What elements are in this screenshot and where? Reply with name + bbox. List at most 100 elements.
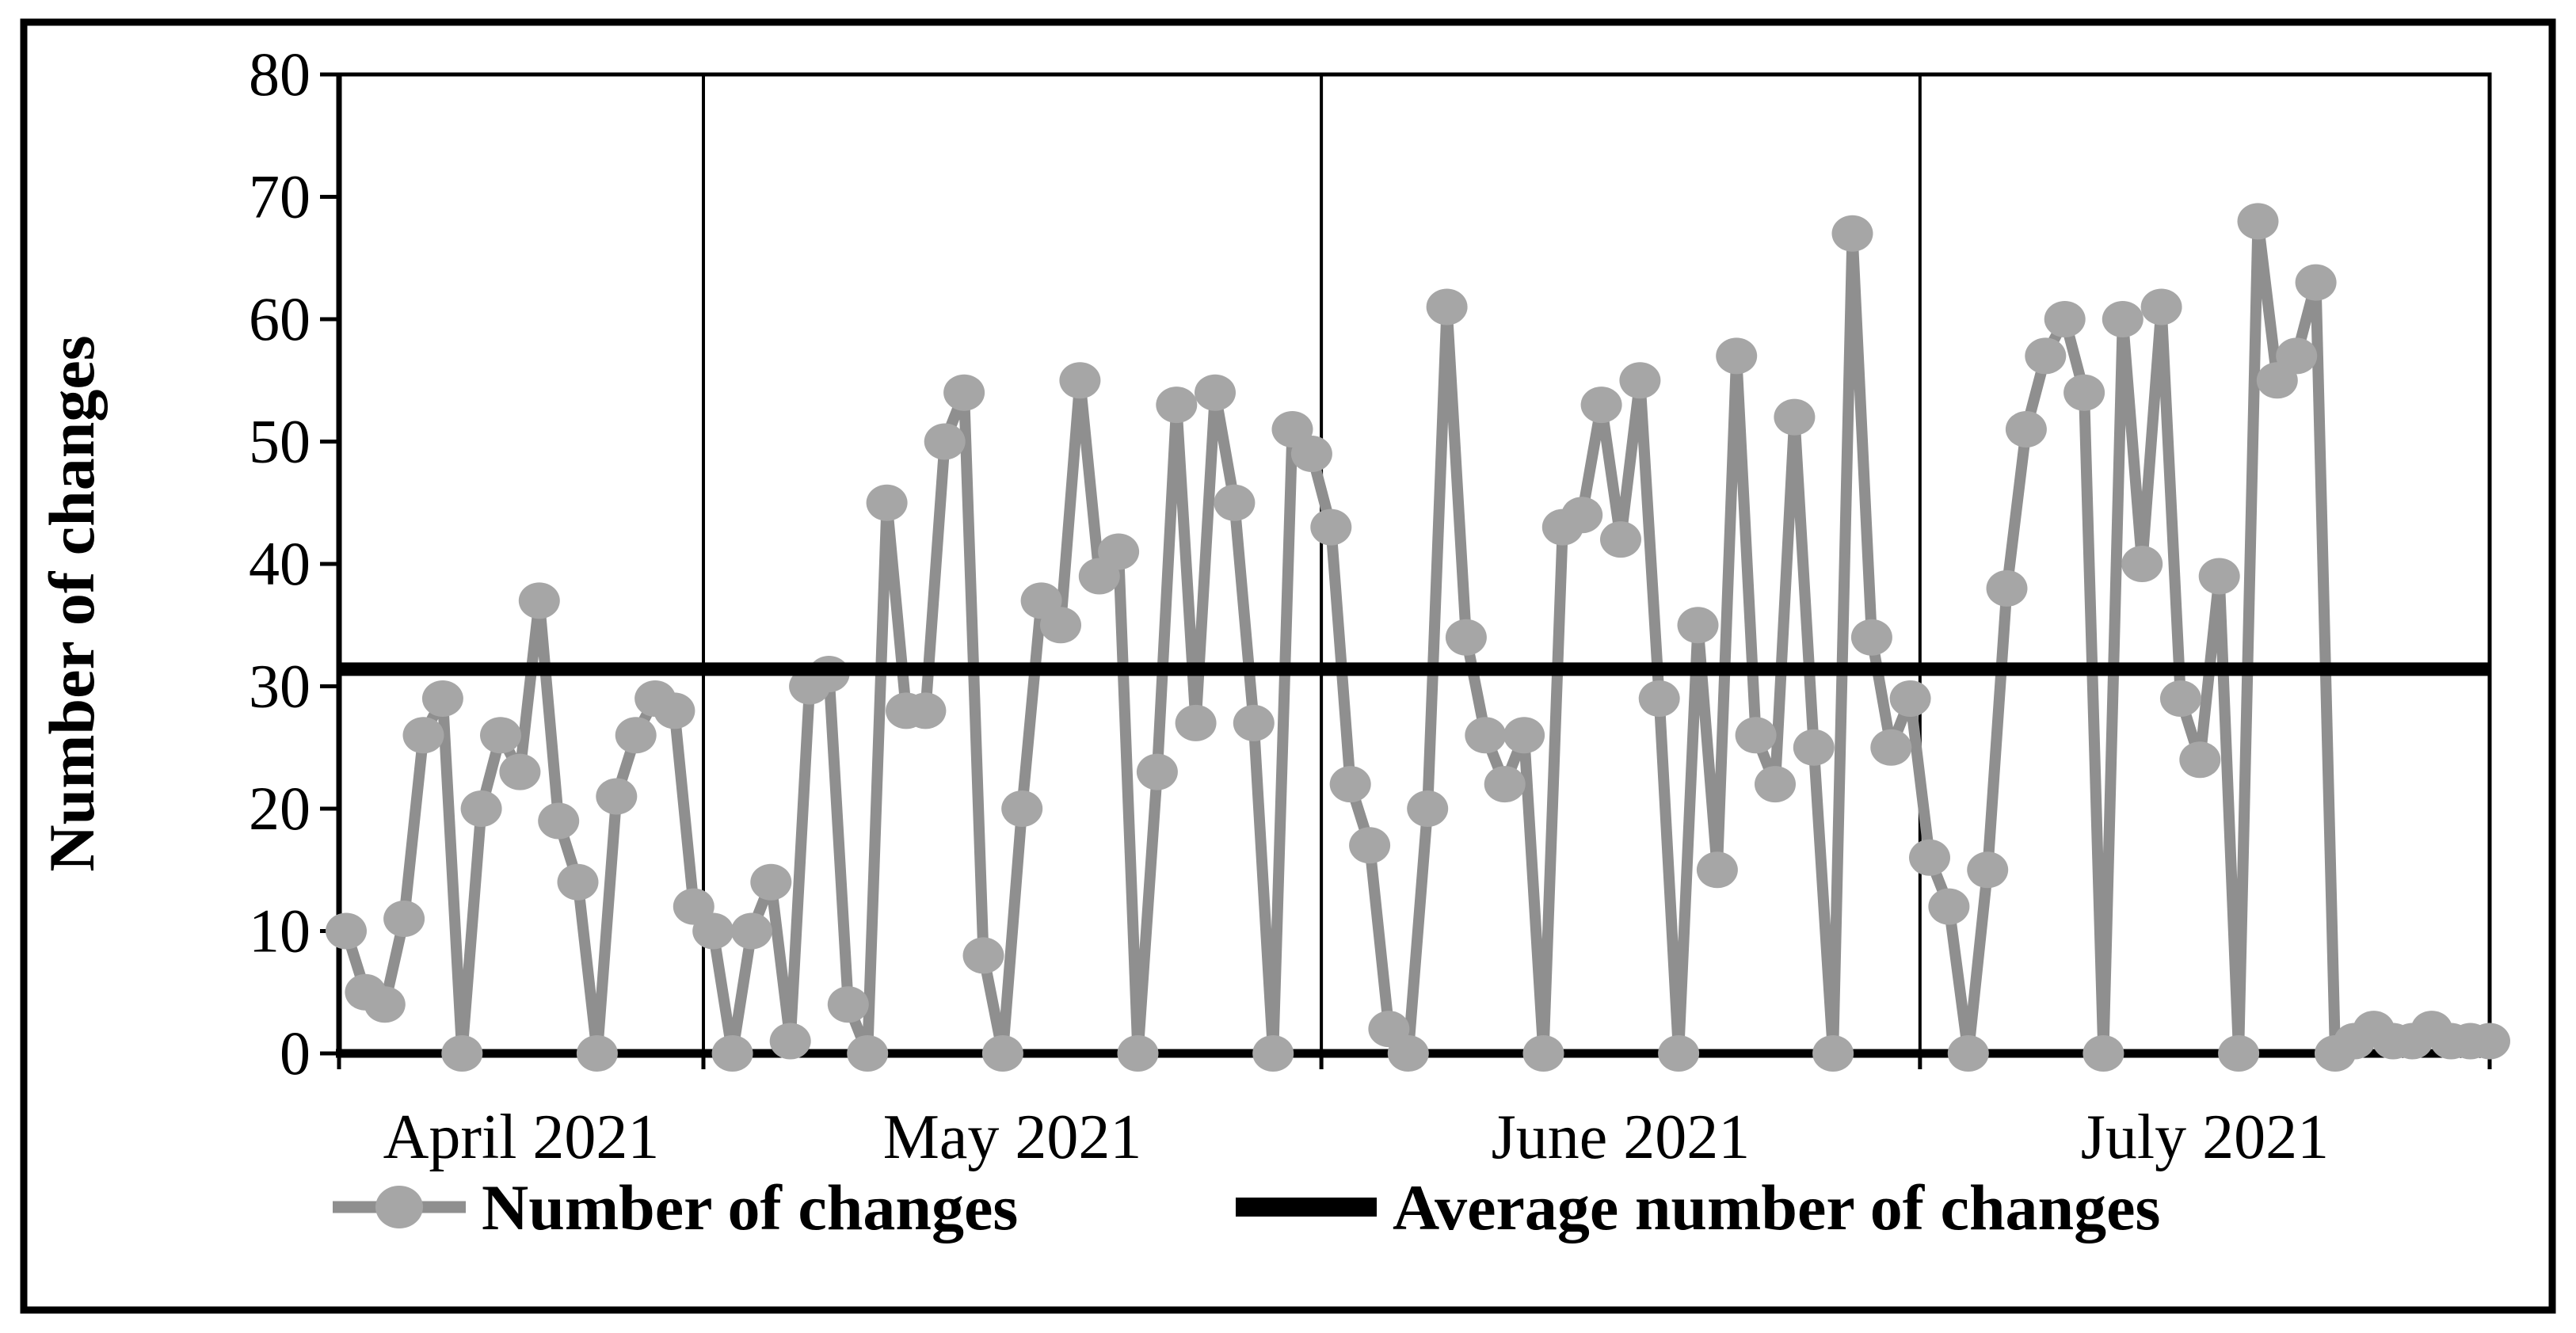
data-point-marker <box>1889 680 1931 717</box>
data-point-marker <box>1484 766 1526 803</box>
data-point-marker <box>615 717 657 754</box>
y-axis: 0 10 20 30 40 50 60 70 80 <box>249 40 339 1087</box>
data-point-marker <box>2025 337 2067 375</box>
y-tick-label: 40 <box>249 529 311 598</box>
data-point-marker <box>364 986 406 1023</box>
data-point-marker <box>1195 374 1236 411</box>
data-point-marker <box>1387 1035 1429 1072</box>
data-point-marker <box>2469 1023 2510 1060</box>
data-point-marker <box>1716 337 1758 375</box>
data-point-marker <box>2159 680 2201 717</box>
data-point-marker <box>981 1035 1023 1072</box>
data-point-marker <box>1098 533 1140 570</box>
data-point-marker <box>480 717 521 754</box>
y-tick-label: 80 <box>249 40 311 109</box>
data-point-marker <box>1677 607 1719 644</box>
data-point-marker <box>769 1023 811 1060</box>
data-point-marker <box>460 790 502 827</box>
data-point-marker <box>402 717 444 754</box>
data-point-marker <box>1175 704 1217 741</box>
data-point-marker <box>2102 301 2143 337</box>
data-point-marker <box>1967 851 2009 889</box>
data-point-marker <box>1310 508 1352 546</box>
data-point-marker <box>557 863 599 901</box>
data-point-marker <box>441 1035 483 1072</box>
data-point-marker <box>654 692 695 729</box>
data-point-marker <box>421 680 463 717</box>
data-point-marker <box>1117 1035 1159 1072</box>
x-month-label: June 2021 <box>1492 1103 1751 1172</box>
data-point-marker <box>1658 1035 1700 1072</box>
data-point-marker <box>1850 619 1892 656</box>
series-number-of-changes <box>326 203 2510 1072</box>
data-point-marker <box>1156 387 1198 424</box>
data-point-marker <box>2276 337 2318 375</box>
data-point-marker <box>2237 203 2279 240</box>
data-point-marker <box>1755 766 1796 803</box>
data-point-marker <box>1735 717 1777 754</box>
data-point-marker <box>1465 717 1507 754</box>
legend-label-average-number-of-changes: Average number of changes <box>1393 1171 2160 1243</box>
data-point-marker <box>1233 704 1275 741</box>
data-point-marker <box>2295 264 2337 301</box>
data-point-marker <box>2083 1035 2124 1072</box>
data-point-marker <box>711 1035 753 1072</box>
data-point-marker <box>1580 387 1622 424</box>
y-tick-label: 0 <box>280 1019 311 1087</box>
y-tick-label: 60 <box>249 284 311 353</box>
data-point-marker <box>1619 362 1661 399</box>
y-tick-label: 50 <box>249 407 311 476</box>
data-point-marker <box>576 1035 618 1072</box>
data-point-marker <box>518 582 560 619</box>
data-point-marker <box>1812 1035 1854 1072</box>
data-point-marker <box>1136 753 1178 790</box>
legend-label-number-of-changes: Number of changes <box>482 1171 1018 1243</box>
y-tick-label: 70 <box>249 162 311 231</box>
data-point-marker <box>596 778 638 815</box>
y-tick-label: 20 <box>249 774 311 843</box>
data-point-marker <box>924 423 966 460</box>
data-point-marker <box>2063 374 2105 411</box>
data-point-marker <box>1040 607 1081 644</box>
data-point-marker <box>2121 546 2163 582</box>
data-point-marker <box>1831 215 1873 252</box>
data-point-marker <box>2140 288 2182 326</box>
data-point-marker <box>499 753 541 790</box>
data-point-marker <box>1503 717 1545 754</box>
data-point-marker <box>847 1035 889 1072</box>
data-point-marker <box>1600 521 1641 558</box>
x-month-label: April 2021 <box>383 1103 660 1172</box>
data-point-marker <box>1214 484 1256 521</box>
data-point-marker <box>1909 839 1950 876</box>
data-point-marker <box>1329 766 1371 803</box>
data-point-marker <box>1252 1035 1294 1072</box>
data-point-marker <box>943 374 985 411</box>
data-point-marker <box>827 986 869 1023</box>
data-point-marker <box>1774 398 1816 436</box>
data-point-marker <box>383 901 425 937</box>
data-point-marker <box>1561 497 1603 534</box>
data-point-marker <box>2218 1035 2260 1072</box>
data-point-marker <box>1928 888 1970 925</box>
data-point-marker <box>1290 436 1332 472</box>
data-point-marker <box>538 802 580 840</box>
data-point-marker <box>2198 558 2240 595</box>
data-point-marker <box>1696 851 1738 889</box>
y-tick-label: 10 <box>249 897 311 965</box>
data-point-marker <box>1947 1035 1989 1072</box>
data-point-marker <box>1870 729 1912 766</box>
x-month-label: July 2021 <box>2081 1103 2329 1172</box>
data-point-marker <box>730 912 772 950</box>
data-point-marker <box>1426 288 1468 326</box>
data-point-marker <box>2005 411 2047 448</box>
data-point-marker <box>1638 680 1680 717</box>
legend: Number of changes Average number of chang… <box>333 1171 2160 1243</box>
data-point-marker <box>326 912 367 950</box>
x-month-label: May 2021 <box>883 1103 1142 1172</box>
data-point-marker <box>1059 362 1101 399</box>
data-point-marker <box>1793 729 1835 766</box>
data-point-marker <box>1986 569 2028 607</box>
data-point-marker <box>1001 790 1043 827</box>
